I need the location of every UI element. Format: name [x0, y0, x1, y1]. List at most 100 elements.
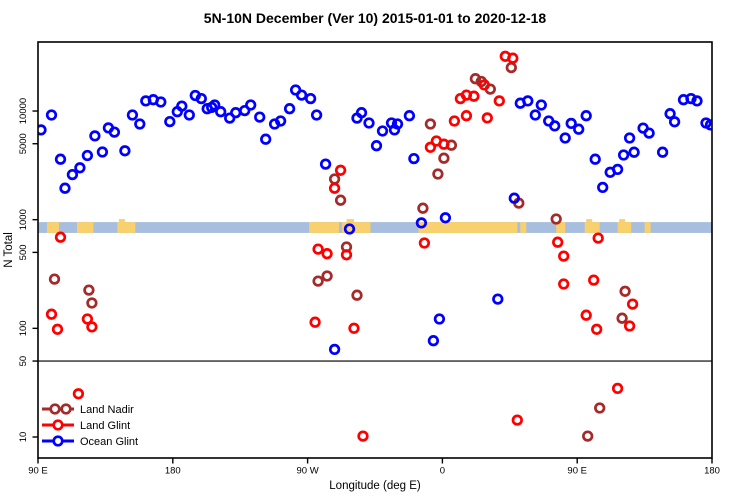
data-point	[254, 111, 266, 123]
data-point	[370, 140, 383, 152]
data-point	[230, 107, 242, 119]
data-point	[54, 153, 67, 165]
legend-label: Land Nadir	[80, 404, 134, 416]
data-point	[38, 124, 47, 136]
data-point	[164, 115, 176, 128]
data-point	[626, 298, 639, 310]
data-point	[81, 313, 94, 325]
data-point	[403, 110, 416, 122]
data-point	[589, 153, 601, 165]
data-point	[355, 107, 368, 119]
data-point	[209, 99, 221, 111]
data-point	[427, 335, 440, 347]
data-point	[492, 293, 504, 305]
data-point	[321, 248, 333, 260]
data-point	[283, 103, 296, 115]
data-point	[535, 99, 547, 111]
series-land-glint	[45, 50, 639, 442]
data-point	[295, 89, 308, 101]
data-point	[522, 95, 534, 107]
map-band-land-patch	[556, 222, 566, 233]
data-point	[86, 297, 98, 309]
data-point	[508, 192, 520, 204]
data-point	[597, 181, 609, 194]
x-tick-label: 90 E	[567, 466, 587, 477]
data-point	[74, 162, 86, 174]
data-point	[611, 163, 624, 176]
y-tick-label: 50	[18, 356, 29, 367]
data-point	[328, 343, 341, 356]
data-point	[391, 118, 404, 130]
data-point	[334, 194, 347, 206]
data-point	[619, 285, 631, 297]
data-point	[438, 138, 450, 150]
data-point	[309, 316, 321, 328]
legend-label: Land Glint	[80, 420, 130, 432]
data-point	[668, 116, 681, 128]
x-tick-label: 90 W	[297, 466, 319, 477]
data-point	[558, 278, 570, 290]
data-point	[588, 274, 600, 286]
plot-frame	[37, 41, 713, 459]
y-axis: 10 50 100 500 1000 5000 10000	[18, 98, 38, 442]
data-point	[363, 117, 375, 129]
data-point	[478, 79, 490, 91]
data-point	[454, 92, 467, 105]
x-tick-label: 180	[165, 466, 181, 477]
map-band-land-patch	[76, 222, 94, 233]
data-point	[45, 308, 58, 320]
legend-item-ocean-glint: Ocean Glint	[42, 435, 138, 448]
data-point	[460, 110, 473, 122]
map-band-land-patch	[46, 222, 59, 233]
data-point	[580, 110, 592, 122]
map-band-ocean	[38, 222, 712, 233]
map-band-land-patch	[520, 222, 527, 233]
x-tick-label: 180	[704, 466, 720, 477]
data-point	[89, 130, 101, 142]
y-axis-title: N Total	[3, 232, 15, 268]
y-tick-label: 100	[18, 320, 29, 336]
data-point	[334, 164, 347, 176]
data-point	[582, 430, 594, 442]
data-point	[72, 388, 85, 400]
data-point	[417, 202, 429, 214]
data-point	[304, 92, 317, 105]
map-band-land-bump	[619, 219, 626, 223]
data-point	[310, 109, 323, 121]
legend-item-land-nadir: Land Nadir	[42, 403, 134, 416]
data-point	[448, 115, 461, 127]
data-point	[312, 275, 324, 287]
data-point	[623, 132, 636, 144]
map-band-land-patch	[117, 222, 136, 233]
data-point	[45, 109, 58, 121]
data-point	[594, 402, 606, 414]
data-point	[424, 141, 437, 153]
data-point	[617, 149, 630, 161]
map-band-layer	[38, 219, 712, 233]
data-point	[549, 120, 561, 132]
data-point	[348, 322, 360, 334]
data-point	[691, 95, 703, 107]
data-point	[245, 99, 257, 111]
legend-marker-circle	[49, 403, 61, 415]
data-point	[274, 115, 287, 127]
points-layer	[38, 50, 712, 442]
data-point	[126, 109, 139, 121]
y-tick-label: 5000	[18, 133, 29, 154]
data-point	[321, 270, 333, 282]
map-band-land-patch	[309, 222, 340, 233]
data-point	[351, 289, 363, 301]
y-tick-label: 1000	[18, 209, 29, 230]
data-point	[176, 100, 188, 112]
data-point	[656, 146, 669, 158]
data-point	[704, 119, 712, 131]
map-band-land-patch	[644, 222, 651, 233]
data-point	[376, 125, 389, 137]
data-point	[424, 118, 437, 130]
data-point	[438, 152, 450, 164]
legend: Land Nadir Land Glint Ocean Glint	[42, 403, 138, 448]
data-point	[507, 52, 519, 64]
map-band-land-bump	[118, 219, 125, 223]
data-point	[591, 323, 603, 335]
